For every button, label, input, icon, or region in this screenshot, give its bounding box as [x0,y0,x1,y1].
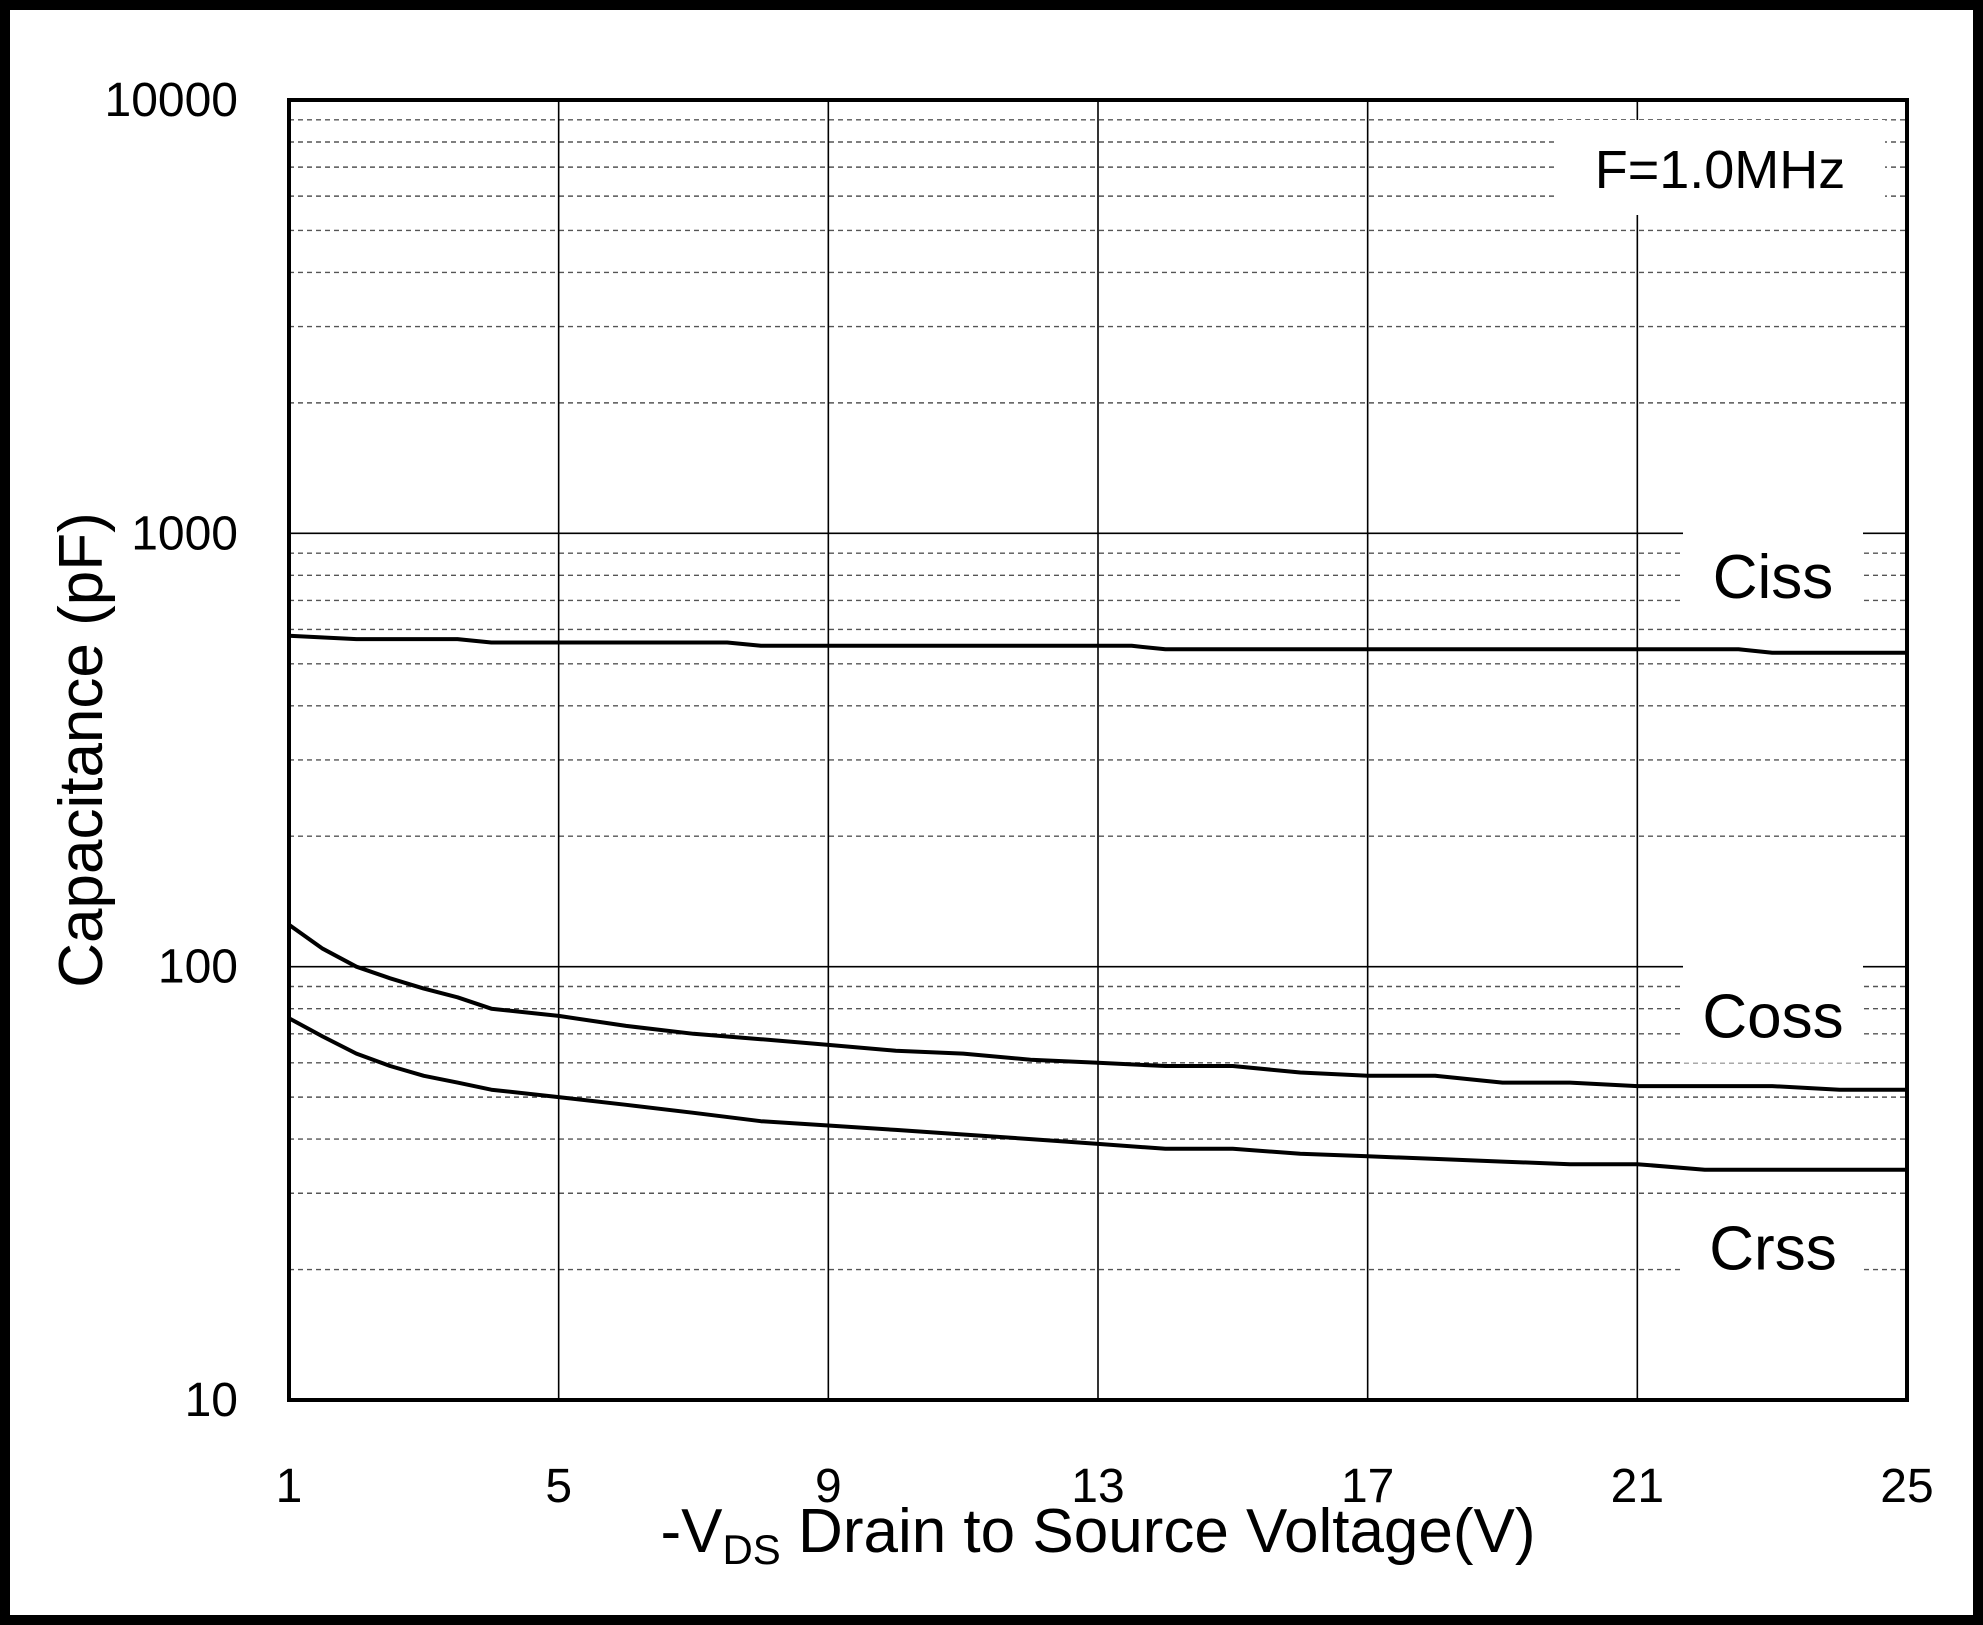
y-tick-label: 10000 [105,74,238,127]
series-line-ciss [288,633,1907,655]
plot-area-border [287,98,1909,1402]
x-tick-label: 9 [815,1460,842,1513]
series-line-crss [288,1016,1907,1172]
x-tick-label: 13 [1071,1460,1124,1513]
y-axis-title: Capacitance (pF) [47,512,116,988]
series-label-background-coss [1683,962,1863,1063]
x-axis-title-prefix: -V [660,1497,723,1566]
series-label-ciss: Ciss [1713,543,1834,612]
x-axis-title: -VDS Drain to Source Voltage(V) [660,1497,1535,1573]
series-label-background-ciss [1683,522,1863,623]
y-tick-label: 100 [158,941,238,994]
series-label-coss: Coss [1702,983,1843,1052]
x-tick-label: 21 [1611,1460,1664,1513]
x-axis-title-subscript: DS [722,1526,780,1573]
series-layer [287,633,1907,1172]
y-tick-label: 1000 [131,507,238,560]
y-tick-label: 10 [185,1374,238,1427]
chart-background [10,10,1973,1615]
frequency-annotation: F=1.0MHz [1555,120,1885,215]
series-label-background-crss [1683,1194,1863,1295]
series-labels: Ciss Coss Crss [1683,522,1863,1295]
frequency-annotation-text: F=1.0MHz [1595,140,1846,200]
x-tick-labels: 1 5 9 13 17 21 25 [276,1460,1934,1513]
x-tick-label: 1 [276,1460,303,1513]
y-tick-labels: 10 100 1000 10000 [105,74,238,1427]
x-tick-label: 25 [1880,1460,1933,1513]
series-label-crss: Crss [1709,1215,1836,1284]
series-line-coss [287,923,1907,1092]
x-tick-label: 17 [1341,1460,1394,1513]
x-axis-title-suffix: Drain to Source Voltage(V) [781,1497,1536,1566]
x-tick-label: 5 [545,1460,572,1513]
annotation-background [1555,120,1885,215]
